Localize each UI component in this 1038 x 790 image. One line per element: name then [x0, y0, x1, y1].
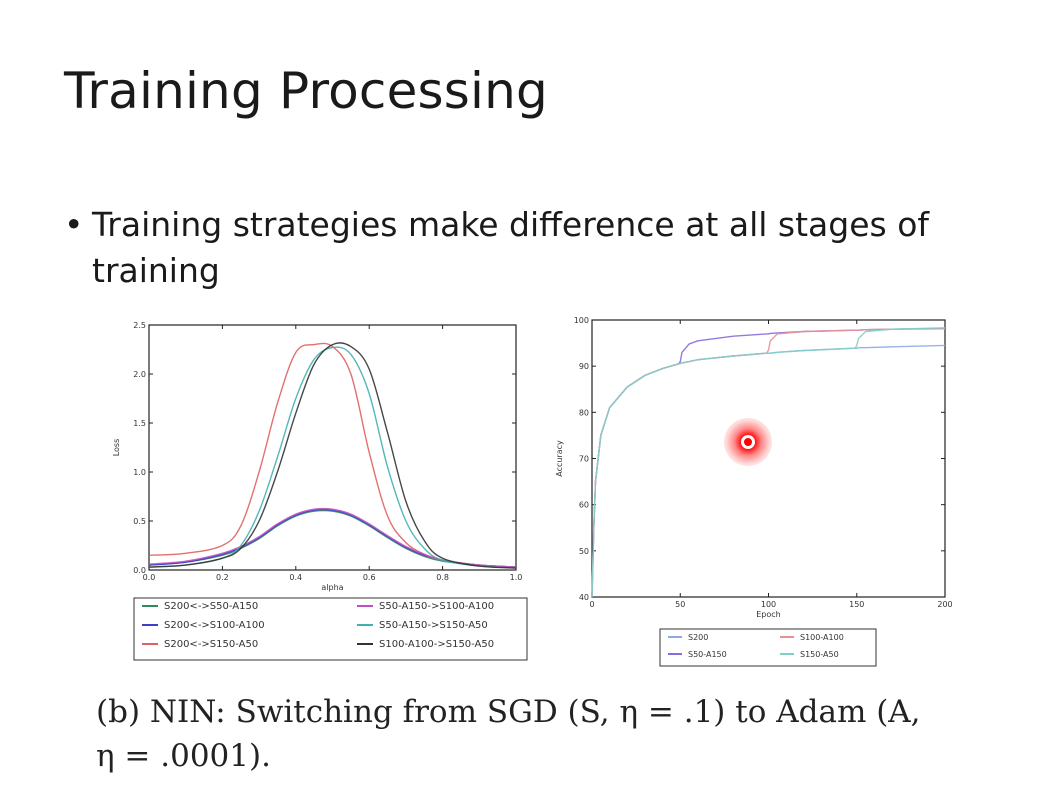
loss-chart-series-line-3 [148, 342, 517, 568]
loss-chart-series-line-4 [148, 507, 517, 568]
acc-chart-legend-entry: S150-A50 [800, 650, 839, 659]
laser-pointer [724, 418, 772, 466]
caption-line-2: η = .0001). [96, 738, 271, 774]
loss-chart-legend [133, 597, 528, 661]
loss-chart-ytick-label: 0.5 [133, 517, 146, 526]
acc-chart-ytick-label: 100 [574, 316, 589, 325]
bullet-text: Training strategies make difference at a… [92, 205, 930, 290]
loss-chart-xtick-label: 0.6 [363, 573, 376, 582]
acc-chart-legend [659, 628, 877, 667]
acc-chart-xtick-label: 0 [589, 600, 594, 609]
acc-chart-ytick-label: 80 [579, 408, 589, 417]
loss-chart-series-line-5 [148, 346, 517, 569]
acc-chart-ytick-label: 40 [579, 593, 589, 602]
acc-chart-ytick-label: 70 [579, 455, 589, 464]
loss-chart-series-line-6 [148, 342, 517, 569]
acc-chart-xtick-label: 150 [849, 600, 864, 609]
loss-chart-xtick-label: 0.8 [436, 573, 449, 582]
acc-chart-legend-entry: S200 [688, 633, 708, 642]
loss-chart-legend-entry: S50-A150->S100-A100 [379, 601, 494, 612]
acc-chart-yaxis-label: Accuracy [555, 440, 564, 477]
acc-chart-ytick-label: 90 [579, 362, 589, 371]
acc-chart-series-line-2 [591, 327, 946, 598]
acc-chart-xtick-label: 50 [675, 600, 685, 609]
acc-chart-ytick-label: 50 [579, 547, 589, 556]
loss-chart-xtick-label: 1.0 [510, 573, 523, 582]
figure-caption: (b) NIN: Switching from SGD (S, η = .1) … [96, 690, 996, 778]
slide-title: Training Processing [64, 62, 548, 120]
bullet-marker: • [64, 205, 84, 244]
acc-chart-series-line-1 [591, 344, 946, 598]
loss-chart-series-line-2 [148, 508, 517, 568]
acc-chart-series-line-4 [591, 327, 946, 598]
loss-chart-xtick-label: 0.4 [289, 573, 302, 582]
loss-chart-legend-entry: S200<->S150-A50 [164, 639, 258, 650]
loss-chart-yaxis-label: Loss [112, 439, 121, 457]
loss-chart-ytick-label: 2.5 [133, 321, 146, 330]
caption-line-1: (b) NIN: Switching from SGD (S, η = .1) … [96, 694, 921, 730]
acc-chart-xaxis-label: Epoch [756, 610, 781, 619]
loss-chart-plot-frame [148, 324, 517, 571]
acc-chart-legend-entry: S100-A100 [800, 633, 844, 642]
loss-chart-legend-entry: S100-A100->S150-A50 [379, 639, 494, 650]
acc-chart-xtick-label: 200 [937, 600, 952, 609]
loss-chart-legend-entry: S200<->S100-A100 [164, 620, 265, 631]
acc-chart-xtick-label: 100 [761, 600, 776, 609]
loss-chart-ytick-label: 1.0 [133, 468, 146, 477]
acc-chart-plot-frame [591, 319, 946, 598]
loss-chart-xtick-label: 0.2 [216, 573, 229, 582]
loss-chart-series-line-1 [148, 509, 517, 568]
acc-chart-series-line-3 [591, 328, 946, 598]
acc-chart-legend-entry: S50-A150 [688, 650, 727, 659]
loss-chart-ytick-label: 2.0 [133, 370, 146, 379]
acc-chart-ytick-label: 60 [579, 501, 589, 510]
loss-chart-xtick-label: 0.0 [143, 573, 156, 582]
loss-chart-legend-entry: S200<->S50-A150 [164, 601, 258, 612]
loss-chart-xaxis-label: alpha [321, 583, 343, 592]
loss-chart-ytick-label: 0.0 [133, 566, 146, 575]
loss-chart-ytick-label: 1.5 [133, 419, 146, 428]
loss-chart-legend-entry: S50-A150->S150-A50 [379, 620, 488, 631]
